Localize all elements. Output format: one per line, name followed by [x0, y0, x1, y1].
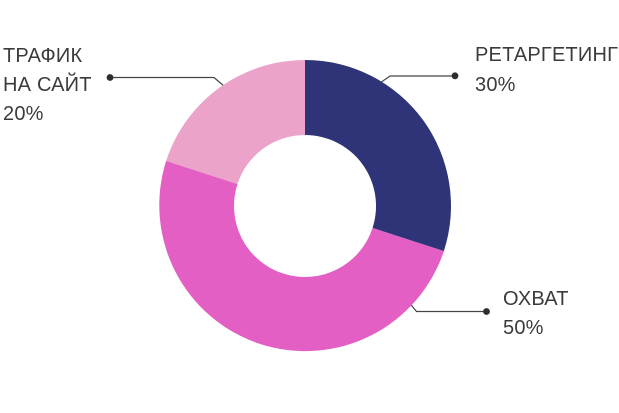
donut-segments	[159, 60, 451, 352]
callout-retargeting-label: РЕТАРГЕТИНГ	[475, 44, 619, 66]
callout-traffic-label-line2: НА САЙТ	[3, 74, 92, 96]
callout-traffic-value: 20%	[3, 103, 44, 125]
callout-retargeting: РЕТАРГЕТИНГ 30%	[475, 40, 618, 100]
callout-reach: ОХВАТ 50%	[503, 285, 569, 343]
donut-segment-3	[166, 60, 305, 185]
callout-reach-value: 50%	[503, 317, 544, 339]
callout-dot-retargeting	[451, 72, 459, 80]
callout-retargeting-value: 30%	[475, 74, 516, 96]
callout-traffic: ТРАФИК НА САЙТ 20%	[3, 42, 92, 129]
callout-dots	[106, 72, 490, 315]
callout-traffic-label-line1: ТРАФИК	[3, 45, 83, 67]
donut-segment-1	[305, 60, 451, 252]
donut-segment-2	[159, 160, 444, 352]
callout-dot-traffic	[106, 74, 114, 81]
callout-dot-reach	[483, 308, 490, 315]
callout-reach-label: ОХВАТ	[503, 288, 569, 310]
